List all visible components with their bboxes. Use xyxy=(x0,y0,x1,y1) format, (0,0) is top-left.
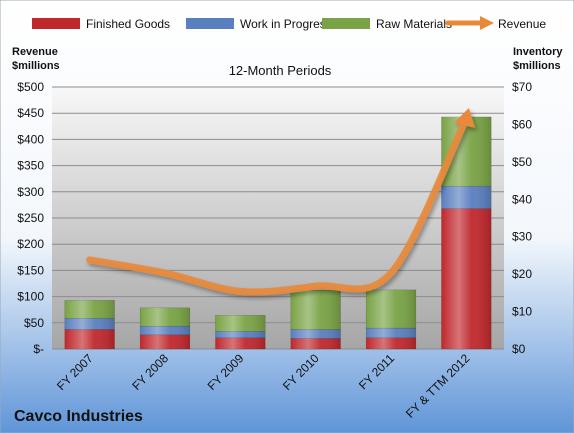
bar-gloss xyxy=(215,331,266,338)
revenue-line xyxy=(86,107,476,296)
company-name: Cavco Industries xyxy=(14,408,143,425)
right-tick-label: $70 xyxy=(512,80,532,94)
right-tick-label: $30 xyxy=(512,230,532,244)
legend-label-finished-goods: Finished Goods xyxy=(86,17,170,31)
left-tick-label: $- xyxy=(33,342,44,356)
bar-gloss xyxy=(441,208,492,349)
left-axis-ticks: $- $50 $100 $150 $200 $250 $300 $350 $400 $450 $50… xyxy=(17,80,44,356)
right-tick-label: $60 xyxy=(512,117,532,131)
right-axis-title-line2: $millions xyxy=(513,60,561,72)
legend-label-raw-materials: Raw Materials xyxy=(376,17,452,31)
bar-gloss xyxy=(215,337,266,349)
legend: Finished Goods Work in Progress Raw Mate… xyxy=(32,16,546,31)
bar-gloss xyxy=(140,334,190,349)
bar-gloss xyxy=(64,300,115,319)
legend-swatch-work-in-progress xyxy=(186,18,234,29)
chart-subtitle: 12-Month Periods xyxy=(229,63,332,78)
right-axis-ticks: $0 $10 $20 $30 $40 $50 $60 $70 xyxy=(512,80,532,356)
bar-gloss xyxy=(64,329,115,349)
bar-gloss xyxy=(366,328,416,338)
bar-gloss xyxy=(140,326,190,335)
right-tick-label: $20 xyxy=(512,267,532,281)
left-axis-title-line1: Revenue xyxy=(12,46,58,58)
left-tick-label: $250 xyxy=(17,211,44,225)
bar-gloss xyxy=(366,289,416,329)
bar-gloss xyxy=(290,290,341,330)
bar-gloss xyxy=(215,315,266,332)
left-tick-label: $200 xyxy=(17,237,44,251)
legend-swatch-raw-materials xyxy=(322,18,370,29)
left-tick-label: $350 xyxy=(17,159,44,173)
legend-label-revenue: Revenue xyxy=(498,17,546,31)
bar-gloss xyxy=(290,329,341,339)
revenue-arrowhead xyxy=(453,107,476,129)
right-tick-label: $40 xyxy=(512,192,532,206)
right-axis-title-line1: Inventory xyxy=(513,46,563,58)
gridlines xyxy=(52,86,504,350)
left-tick-label: $100 xyxy=(17,290,44,304)
revenue-series xyxy=(86,107,476,296)
left-tick-label: $300 xyxy=(17,185,44,199)
right-tick-label: $50 xyxy=(512,155,532,169)
left-axis-title-line2: $millions xyxy=(12,60,60,72)
bar-gloss xyxy=(290,338,341,349)
bar-gloss xyxy=(441,186,492,209)
legend-swatch-revenue xyxy=(445,16,494,30)
right-tick-label: $0 xyxy=(512,342,526,356)
left-tick-label: $450 xyxy=(17,106,44,120)
left-tick-label: $50 xyxy=(24,316,44,330)
left-tick-label: $150 xyxy=(17,263,44,277)
left-tick-label: $400 xyxy=(17,132,44,146)
bar-gloss xyxy=(64,318,115,330)
legend-label-work-in-progress: Work in Progress xyxy=(240,17,332,31)
bar-gloss xyxy=(140,307,190,327)
left-tick-label: $500 xyxy=(17,80,44,94)
legend-swatch-finished-goods xyxy=(32,18,80,29)
bar-gloss xyxy=(366,337,416,349)
right-tick-label: $10 xyxy=(512,305,532,319)
